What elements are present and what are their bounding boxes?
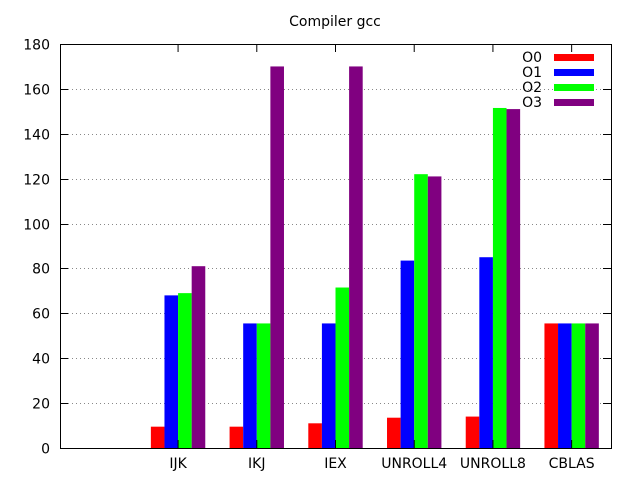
legend-swatch — [554, 99, 594, 106]
bar-o2-ikj — [256, 323, 271, 448]
x-axis-ticks: IJK IKJ IEX UNROLL4 UNROLL8 CBLAS — [169, 44, 595, 472]
y-tick-label: 140 — [23, 128, 50, 144]
bar-o1-unroll8 — [479, 257, 493, 448]
y-tick-label: 60 — [32, 307, 50, 323]
y-tick-label: 180 — [23, 38, 50, 54]
bar-o0-cblas — [544, 323, 559, 448]
y-tick-label: 20 — [32, 397, 50, 413]
bar-o1-iex — [321, 323, 336, 448]
bar-o2-cblas — [571, 323, 586, 448]
bar-o3-unroll8 — [506, 109, 521, 448]
legend-label: O3 — [522, 95, 542, 111]
bar-o0-iex — [308, 423, 322, 448]
bar-o3-ikj — [270, 66, 284, 448]
bar-o1-unroll4 — [400, 260, 415, 448]
bar-o2-unroll8 — [492, 107, 507, 448]
legend-label: O0 — [522, 50, 542, 66]
y-tick-label: 0 — [41, 442, 50, 458]
bar-o2-unroll4 — [414, 174, 428, 448]
bar-o0-unroll8 — [465, 416, 480, 448]
chart-title: Compiler gcc — [289, 14, 381, 30]
y-tick-label: 80 — [32, 262, 50, 278]
bar-o3-unroll4 — [427, 176, 442, 448]
x-tick-label: UNROLL8 — [460, 456, 526, 472]
bar-o3-cblas — [585, 323, 599, 448]
bar-o2-ijk — [178, 293, 192, 448]
bar-o3-ijk — [191, 266, 206, 448]
y-tick-label: 100 — [23, 218, 50, 234]
bar-o1-ikj — [243, 323, 257, 448]
x-tick-label: IEX — [324, 456, 347, 472]
bar-o0-ijk — [150, 426, 165, 448]
x-tick-label: UNROLL4 — [381, 456, 447, 472]
y-axis-ticks: 0 20 40 60 80 100 120 140 160 180 — [23, 38, 611, 458]
legend-label: O2 — [522, 80, 542, 96]
bar-o0-ikj — [229, 426, 244, 448]
x-tick-label: IKJ — [248, 456, 265, 472]
bar-o2-iex — [335, 287, 350, 448]
legend-label: O1 — [522, 65, 542, 81]
bar-o3-iex — [349, 66, 363, 448]
legend-swatch — [554, 54, 594, 61]
y-tick-label: 120 — [23, 173, 50, 189]
x-tick-label: IJK — [169, 456, 187, 472]
legend-swatch — [554, 84, 594, 91]
bar-o1-ijk — [164, 295, 179, 448]
y-tick-label: 160 — [23, 83, 50, 99]
y-tick-label: 40 — [32, 352, 50, 368]
bar-o1-cblas — [558, 323, 572, 448]
x-tick-label: CBLAS — [549, 456, 595, 472]
bars — [150, 66, 599, 448]
bar-o0-unroll4 — [387, 417, 401, 448]
legend-swatch — [554, 69, 594, 76]
